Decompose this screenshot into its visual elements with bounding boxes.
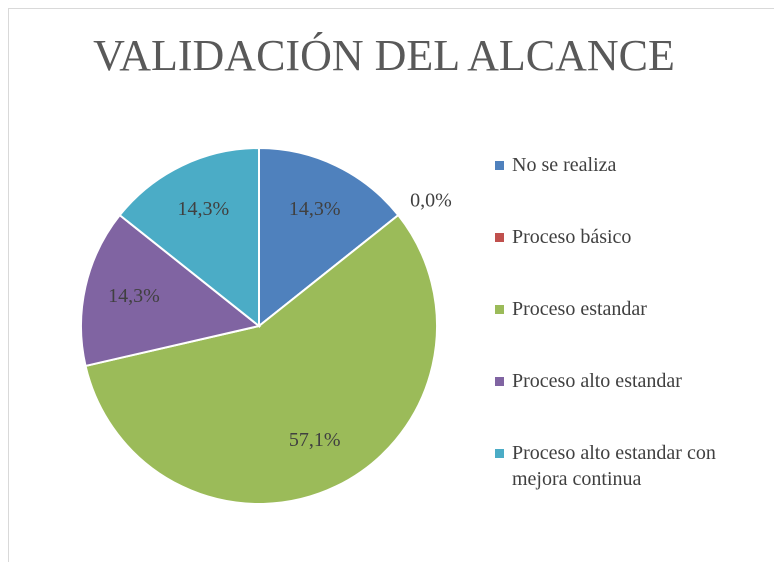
- data-label: 14,3%: [108, 285, 160, 307]
- legend-label: Proceso alto estandar con mejora continu…: [512, 442, 716, 490]
- legend-item: Proceso alto estandar: [495, 368, 735, 440]
- pie-slice: [258, 146, 400, 329]
- legend-label: Proceso alto estandar: [512, 370, 682, 392]
- legend-label: Proceso estandar: [512, 298, 647, 320]
- legend-swatch: [495, 305, 504, 314]
- legend-item: Proceso alto estandar con mejora continu…: [495, 440, 735, 512]
- chart-frame: [8, 8, 774, 562]
- data-label: 0,0%: [410, 189, 452, 211]
- pie-slice: [80, 213, 262, 368]
- legend-label: No se realiza: [512, 154, 617, 176]
- chart-title: VALIDACIÓN DEL ALCANCE: [93, 31, 675, 80]
- pie-slice: [118, 146, 260, 329]
- pie-slice: [84, 213, 438, 505]
- legend-item: No se realiza: [495, 152, 735, 224]
- legend-label: Proceso básico: [512, 226, 632, 248]
- data-label: 14,3%: [289, 198, 341, 220]
- legend-swatch: [495, 161, 504, 170]
- legend-swatch: [495, 449, 504, 458]
- legend-swatch: [495, 233, 504, 242]
- legend-item: Proceso básico: [495, 224, 735, 296]
- legend-swatch: [495, 377, 504, 386]
- legend: No se realiza Proceso básico Proceso estan…: [495, 152, 735, 512]
- data-label: 14,3%: [178, 198, 230, 220]
- data-label: 57,1%: [289, 429, 341, 451]
- legend-item: Proceso estandar: [495, 296, 735, 368]
